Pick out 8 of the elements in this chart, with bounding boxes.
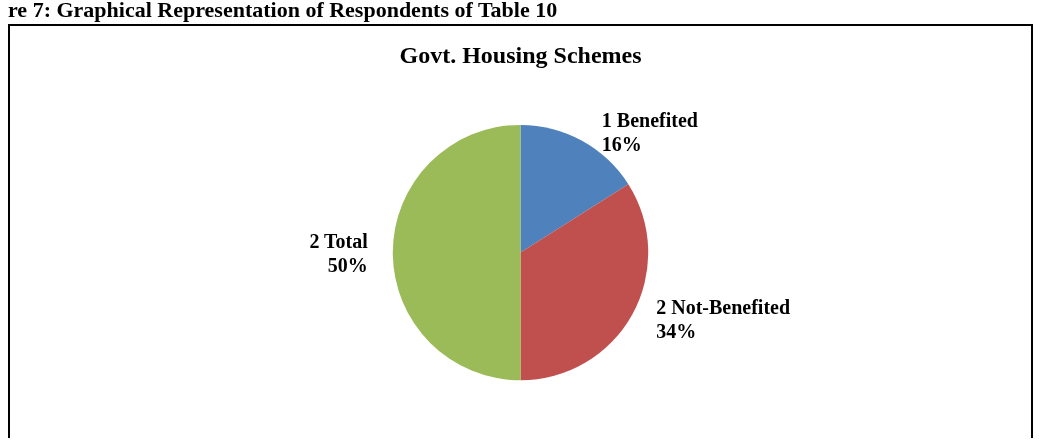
data-label: 34% bbox=[656, 319, 697, 342]
slice-label: 2 Total bbox=[309, 229, 369, 252]
data-label: 50% bbox=[327, 253, 368, 276]
data-label: 16% bbox=[601, 132, 642, 155]
slice-label: 1 Benefited bbox=[601, 108, 698, 131]
slice-label: 2 Not-Benefited bbox=[656, 295, 791, 318]
chart-title: Govt. Housing Schemes bbox=[399, 42, 642, 68]
text: re 7: Graphical Representation of Respondents of Table 10 bbox=[8, 0, 559, 22]
